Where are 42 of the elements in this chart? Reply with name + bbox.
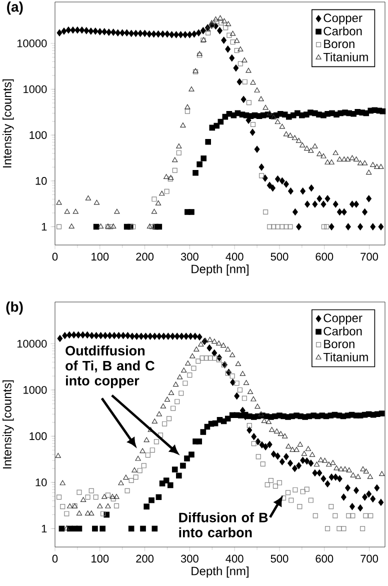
x-tick-label: 700 [360, 252, 378, 261]
legend-label: Titanium [323, 52, 368, 62]
chart-title: (a) [7, 2, 23, 15]
legend-label: Copper [324, 14, 362, 25]
x-tick-label: 200 [136, 252, 154, 261]
legend-label: Copper [324, 314, 362, 325]
y-tick-label: 10 [36, 478, 47, 486]
y-axis-title: Intensity [counts] [2, 79, 14, 168]
x-axis-title: Depth [nm] [192, 566, 248, 578]
x-axis-title: Depth [nm] [192, 264, 248, 276]
x-tick-label: 600 [316, 554, 334, 563]
y-tick-label: 1 [42, 222, 47, 231]
x-tick-label: 300 [180, 252, 198, 261]
x-tick-label: 400 [226, 252, 244, 261]
y-tick-label: 10000 [17, 40, 47, 48]
y-axis-title: Intensity [counts] [2, 380, 14, 468]
y-tick-label: 1000 [24, 85, 47, 94]
x-tick-label: 200 [136, 554, 154, 563]
y-tick-label: 10 [36, 177, 47, 185]
x-tick-label: 600 [316, 252, 334, 261]
x-tick-label: 0 [52, 554, 58, 563]
x-tick-label: 100 [92, 554, 109, 563]
x-tick-label: 300 [180, 554, 198, 563]
y-tick-label: 100 [30, 131, 47, 139]
y-tick-label: 10000 [17, 340, 47, 348]
x-tick-label: 0 [52, 252, 58, 261]
y-tick-label: 1 [42, 524, 47, 532]
annotation: Outdiffusion of Ti, B and C into copper [66, 346, 154, 388]
legend-label: Titanium [323, 352, 368, 362]
x-tick-label: 500 [270, 554, 288, 563]
x-tick-label: 500 [270, 252, 288, 261]
chart-title: (b) [6, 302, 23, 315]
annotation: Diffusion of B into carbon [179, 512, 268, 538]
y-tick-label: 1000 [24, 386, 47, 394]
legend-label: Boron [324, 40, 354, 48]
legend-label: Carbon [324, 26, 362, 36]
x-tick-label: 100 [92, 252, 109, 261]
x-tick-label: 400 [226, 554, 244, 563]
legend-label: Boron [324, 340, 354, 348]
y-tick-label: 100 [30, 432, 47, 440]
legend-label: Carbon [324, 326, 362, 336]
x-tick-label: 700 [360, 554, 378, 563]
